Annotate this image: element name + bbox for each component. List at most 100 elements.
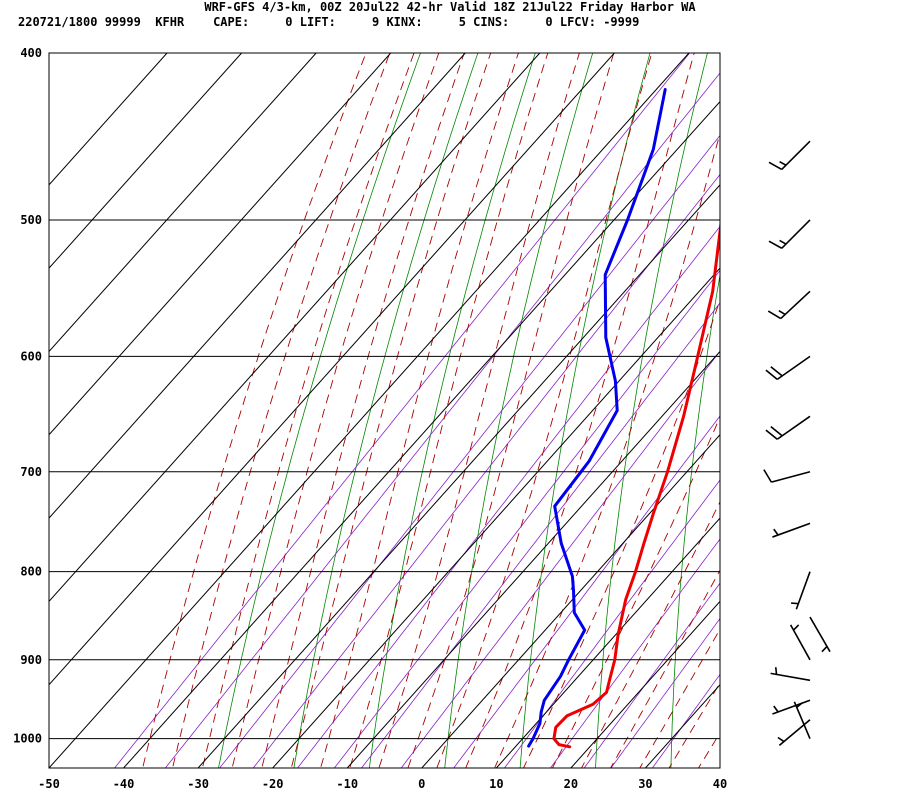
isotherm-line — [123, 100, 720, 768]
wind-barbs — [763, 140, 831, 747]
wind-barb — [768, 140, 811, 171]
mixing-ratio-line — [252, 173, 720, 768]
moist-adiabat — [610, 569, 720, 768]
barb-half-feather — [773, 705, 779, 713]
moist-adiabat — [465, 53, 695, 768]
moist-adiabat — [580, 500, 720, 768]
station-stats-line: 220721/1800 99999 KFHR CAPE: 0 LIFT: 9 K… — [18, 15, 640, 29]
x-tick-label: -20 — [262, 777, 284, 791]
mixing-ratio-line — [361, 302, 720, 768]
dry-adiabat — [670, 272, 720, 768]
dry-adiabat — [293, 53, 479, 768]
y-tick-label: 400 — [20, 46, 42, 60]
isotherm-line — [49, 53, 541, 603]
wind-barb — [789, 624, 811, 661]
y-tick-label: 600 — [20, 349, 42, 363]
dry-adiabat — [444, 53, 594, 768]
mixing-ratio-line — [164, 72, 720, 768]
barb-half-feather — [779, 239, 787, 245]
tick-labels: 400 500 600 700 800 900 1000 -50 -40 -30 -20 -10 0 10… — [13, 46, 727, 791]
moist-adiabat — [551, 415, 720, 768]
wind-barb — [763, 469, 811, 483]
moist-adiabat — [639, 628, 720, 768]
wind-barb — [765, 415, 811, 440]
temperature-line — [552, 218, 720, 749]
wind-barb — [791, 571, 811, 610]
wind-barb — [770, 667, 811, 682]
wind-barb — [793, 701, 811, 739]
isotherm-line — [197, 184, 720, 768]
mixing-ratio-line — [219, 134, 720, 768]
y-tick-label: 900 — [20, 653, 42, 667]
barb-feather — [763, 469, 773, 483]
mixing-ratio-line — [583, 582, 720, 768]
moist-adiabat — [201, 53, 415, 768]
barb-staff — [781, 140, 811, 170]
barb-staff — [780, 290, 811, 320]
moist-adiabat — [668, 681, 720, 768]
x-tick-label: -40 — [113, 777, 135, 791]
x-tick-label: 30 — [638, 777, 652, 791]
isotherm-line — [49, 53, 317, 353]
moist-adiabat — [290, 53, 492, 768]
barb-staff — [778, 719, 811, 747]
isotherm-line — [346, 350, 720, 768]
barb-staff — [809, 616, 831, 653]
chart-title: WRF-GFS 4/3-km, 00Z 20Jul22 42-hr Valid … — [204, 0, 696, 14]
dry-adiabat — [368, 53, 536, 768]
dry-adiabat — [891, 15, 900, 800]
isotherm-line — [421, 434, 720, 768]
barb-staff — [772, 699, 811, 715]
isotherm-line — [49, 53, 466, 519]
y-tick-label: 1000 — [13, 732, 42, 746]
barb-staff — [772, 522, 811, 538]
barb-feather — [770, 366, 783, 377]
wind-barb — [767, 290, 811, 320]
grid — [49, 53, 720, 768]
barb-feather — [768, 161, 783, 171]
moist-adiabat — [697, 731, 720, 768]
barb-half-feather — [779, 160, 787, 166]
x-tick-label: 0 — [418, 777, 425, 791]
wind-barb — [777, 719, 811, 747]
moist-adiabat — [142, 53, 367, 768]
wind-barb — [772, 522, 811, 538]
dewpoint-line — [527, 88, 667, 748]
barb-half-feather — [774, 667, 778, 675]
barb-half-feather — [777, 736, 785, 743]
barb-staff — [781, 219, 811, 249]
barb-feather — [768, 240, 783, 249]
barb-staff — [793, 701, 811, 739]
barb-feather — [770, 426, 783, 437]
dry-adiabat — [746, 15, 830, 800]
barb-staff — [776, 355, 811, 381]
mixing-ratio-line — [651, 673, 720, 768]
wind-barb — [765, 355, 811, 381]
x-tick-label: 10 — [489, 777, 503, 791]
dry-adiabat — [820, 15, 887, 800]
barb-staff — [776, 415, 811, 440]
moist-adiabat — [436, 53, 653, 768]
mixing-ratio-line — [504, 479, 720, 768]
background-lines — [114, 15, 900, 800]
wind-barb — [809, 616, 831, 653]
mixing-ratio-line — [610, 617, 720, 768]
moist-adiabat — [320, 53, 519, 768]
isotherm-line — [570, 600, 720, 768]
barb-staff — [770, 672, 811, 682]
barb-half-feather — [791, 602, 799, 605]
y-tick-label: 700 — [20, 465, 42, 479]
isotherm-line — [495, 517, 720, 768]
mixing-ratio-line — [400, 350, 720, 768]
moist-adiabat — [231, 53, 440, 768]
barb-feather — [765, 429, 778, 440]
isotherm-line — [49, 53, 615, 686]
moist-adiabat — [494, 131, 720, 768]
barb-half-feather — [773, 528, 779, 536]
mixing-ratio-line — [549, 538, 720, 768]
barb-half-feather — [821, 645, 828, 653]
isotherm-line — [49, 53, 242, 269]
barb-half-feather — [778, 310, 786, 316]
barb-staff — [771, 470, 811, 483]
barb-half-feather — [792, 624, 800, 631]
